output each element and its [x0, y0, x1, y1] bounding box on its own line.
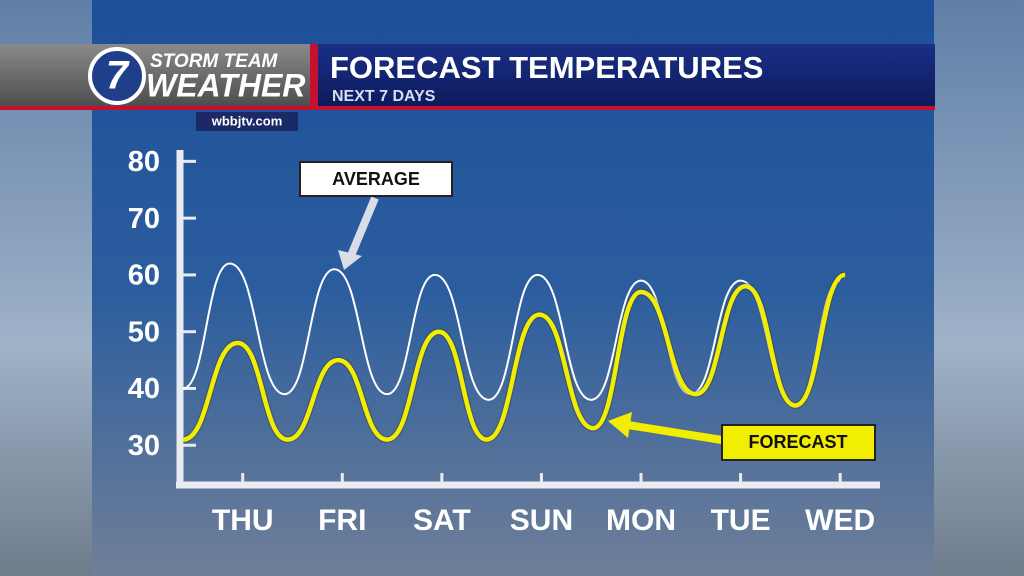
series-line — [182, 262, 841, 407]
logo-panel — [0, 44, 310, 110]
x-tick-label: TUE — [711, 504, 771, 537]
average-arrowhead — [338, 250, 362, 270]
website-box — [196, 112, 298, 131]
logo-line1: STORM TEAM — [150, 51, 279, 72]
x-tick-label: SAT — [413, 504, 471, 537]
logo-circle — [88, 47, 146, 105]
logo-number: 7 — [106, 54, 130, 98]
x-tick-label: WED — [805, 504, 875, 537]
website: wbbjtv.com — [211, 113, 283, 128]
x-tick-label: THU — [212, 504, 274, 537]
average-label: AVERAGE — [332, 169, 420, 189]
y-tick-label: 70 — [128, 203, 160, 235]
plot: 30 40 50 60 70 80 THU FRI SAT SUN MON TUE WED — [128, 146, 880, 537]
x-tick-label: SUN — [510, 504, 573, 537]
forecast-label-box — [721, 424, 876, 461]
forecast-arrowhead — [608, 412, 632, 438]
y-tick-label: 80 — [128, 146, 160, 178]
y-tick-label: 30 — [128, 430, 160, 462]
y-tick-label: 50 — [128, 316, 160, 348]
y-tick-label: 60 — [128, 260, 160, 292]
series-line — [182, 272, 846, 442]
header-divider — [310, 44, 318, 110]
average-label-box — [299, 161, 453, 197]
chart-subtitle: NEXT 7 DAYS — [332, 88, 436, 105]
header-stripe — [0, 106, 935, 110]
forecast-label: FORECAST — [749, 432, 848, 452]
x-tick-label: MON — [606, 504, 676, 537]
forecast-arrow — [627, 421, 723, 444]
y-tick-label: 40 — [128, 373, 160, 405]
average-arrow — [346, 196, 379, 260]
x-tick-label: FRI — [318, 504, 366, 537]
chart-title: FORECAST TEMPERATURES — [330, 50, 763, 85]
logo-line2: WEATHER — [146, 67, 305, 103]
